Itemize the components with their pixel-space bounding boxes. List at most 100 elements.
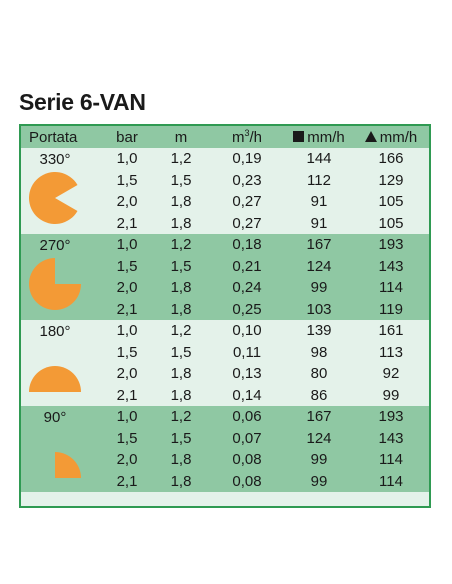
cell-m: 1,8: [170, 472, 192, 490]
cell-square-mmh: 167: [306, 236, 332, 253]
square-icon: [293, 131, 305, 142]
cell-triangle-mmh: 105: [378, 193, 404, 210]
arc-angle-label: 330°: [39, 151, 71, 168]
cell-square-mmh: 99: [310, 451, 328, 468]
cell-flow: 0,06: [232, 408, 262, 425]
cell-bar: 1,5: [116, 429, 138, 447]
cell-square-mmh: 144: [306, 150, 332, 167]
cell-bar: 1,0: [116, 408, 138, 425]
cell-m: 1,5: [170, 429, 192, 447]
cell-m: 1,8: [170, 279, 192, 296]
cell-bar: 2,0: [116, 365, 138, 382]
cell-bar: 2,1: [116, 472, 138, 490]
cell-triangle-mmh: 193: [378, 236, 404, 253]
cell-m: 1,5: [170, 343, 192, 361]
cell-square-mmh: 91: [310, 193, 328, 210]
table-row: 2,1 1,8 0,08 99 114: [21, 471, 429, 492]
group-270: 270° 1,0 1,2 0,18 167 193 1,5 1,5 0,21 124 143 2,0 1…: [21, 234, 429, 320]
cell-bar: 1,5: [116, 343, 138, 361]
table-row: 2,0 1,8 0,13 80 92: [21, 363, 429, 384]
table-row: 1,0 1,2 0,10 139 161: [21, 320, 429, 341]
cell-bar: 1,0: [116, 236, 138, 253]
cell-flow: 0,19: [232, 150, 262, 167]
cell-square-mmh: 80: [310, 365, 328, 382]
table-row: 1,5 1,5 0,23 112 129: [21, 170, 429, 191]
cell-m: 1,8: [170, 451, 192, 468]
cell-bar: 1,5: [116, 171, 138, 189]
cell-flow: 0,27: [232, 193, 262, 210]
arc-90-icon: [55, 452, 82, 484]
cell-flow: 0,07: [232, 429, 262, 447]
cell-m: 1,8: [170, 386, 192, 404]
cell-flow: 0,14: [232, 386, 262, 404]
cell-triangle-mmh: 143: [378, 257, 404, 275]
cell-square-mmh: 167: [306, 408, 332, 425]
cell-m: 1,8: [170, 214, 192, 232]
header-portata: Portata: [29, 129, 78, 146]
cell-bar: 1,0: [116, 322, 138, 339]
cell-triangle-mmh: 129: [378, 171, 404, 189]
cell-triangle-mmh: 105: [378, 214, 404, 232]
cell-bar: 1,5: [116, 257, 138, 275]
cell-triangle-mmh: 92: [382, 365, 400, 382]
cell-flow: 0,27: [232, 214, 262, 232]
cell-bar: 2,0: [116, 451, 138, 468]
cell-triangle-mmh: 119: [379, 300, 403, 318]
cell-m: 1,2: [170, 236, 192, 253]
cell-flow: 0,24: [232, 279, 262, 296]
cell-m: 1,8: [170, 300, 192, 318]
table-row: 2,0 1,8 0,08 99 114: [21, 449, 429, 470]
cell-triangle-mmh: 161: [378, 322, 404, 339]
cell-bar: 2,1: [116, 300, 138, 318]
cell-square-mmh: 99: [310, 279, 328, 296]
table-row: 1,0 1,2 0,18 167 193: [21, 234, 429, 255]
cell-m: 1,2: [170, 150, 192, 167]
cell-m: 1,5: [170, 171, 192, 189]
cell-m: 1,2: [170, 322, 192, 339]
page-title: Serie 6-VAN: [19, 89, 146, 115]
cell-square-mmh: 98: [310, 343, 328, 361]
cell-square-mmh: 112: [307, 171, 331, 189]
cell-triangle-mmh: 114: [379, 472, 403, 490]
group-180: 180° 1,0 1,2 0,10 139 161 1,5 1,5 0,11 98 113 2,0 1,…: [21, 320, 429, 406]
table-row: 1,0 1,2 0,19 144 166: [21, 148, 429, 169]
flow-table: Portata bar m m3/h mm/h mm/h 330° 1,0 1,2 0…: [19, 124, 431, 508]
table-row: 2,0 1,8 0,24 99 114: [21, 277, 429, 298]
cell-square-mmh: 139: [306, 322, 332, 339]
arc-180-icon: [29, 366, 81, 398]
arc-330-icon: [28, 172, 81, 229]
cell-flow: 0,23: [232, 171, 262, 189]
cell-bar: 2,1: [116, 386, 138, 404]
cell-triangle-mmh: 143: [378, 429, 404, 447]
cell-bar: 1,0: [116, 150, 138, 167]
cell-flow: 0,08: [232, 472, 262, 490]
arc-angle-label: 180°: [39, 323, 71, 340]
table-row: 2,0 1,8 0,27 91 105: [21, 191, 429, 212]
cell-bar: 2,0: [116, 193, 138, 210]
header-bar: bar: [116, 129, 138, 146]
table-row: 1,0 1,2 0,06 167 193: [21, 406, 429, 427]
table-header: Portata bar m m3/h mm/h mm/h: [21, 126, 429, 148]
cell-triangle-mmh: 114: [379, 451, 403, 468]
group-330: 330° 1,0 1,2 0,19 144 166 1,5 1,5 0,23 112 129 2,0 1…: [21, 148, 429, 234]
cell-flow: 0,10: [232, 322, 262, 339]
cell-square-mmh: 99: [310, 472, 328, 490]
group-90: 90° 1,0 1,2 0,06 167 193 1,5 1,5 0,07 124 143 2,0 1,…: [21, 406, 429, 492]
cell-triangle-mmh: 114: [379, 279, 403, 296]
table-row: 2,1 1,8 0,27 91 105: [21, 213, 429, 234]
table-row: 1,5 1,5 0,21 124 143: [21, 256, 429, 277]
cell-flow: 0,11: [232, 343, 262, 361]
header-m: m: [174, 129, 188, 146]
cell-m: 1,8: [170, 193, 192, 210]
arc-angle-label: 90°: [43, 409, 67, 426]
header-square-mmh: mm/h: [279, 129, 359, 146]
triangle-icon: [364, 131, 377, 142]
cell-square-mmh: 91: [310, 214, 328, 232]
cell-flow: 0,25: [232, 300, 262, 318]
cell-square-mmh: 124: [306, 429, 332, 447]
header-triangle-mmh: mm/h: [351, 129, 431, 146]
cell-m: 1,2: [170, 408, 192, 425]
table-row: 2,1 1,8 0,14 86 99: [21, 385, 429, 406]
cell-flow: 0,21: [232, 257, 262, 275]
cell-m: 1,5: [170, 257, 192, 275]
